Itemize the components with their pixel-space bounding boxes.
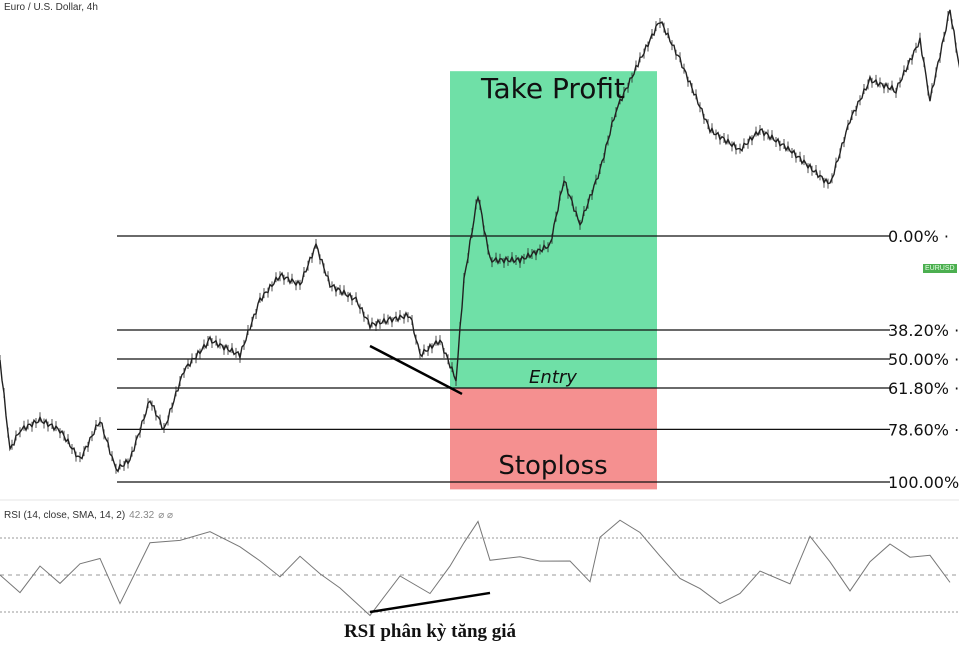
chart-title: Euro / U.S. Dollar, 4h — [4, 2, 98, 13]
rsi-series — [0, 519, 951, 617]
rsi-legend: RSI (14, close, SMA, 14, 2) 42.32 ⌀ ⌀ — [4, 510, 173, 521]
rsi-value: 42.32 — [129, 510, 155, 521]
divergence-label: RSI phân kỳ tăng giá — [344, 621, 517, 642]
rsi-extra: ⌀ ⌀ — [158, 510, 174, 521]
fib-label: 78.60% · — [888, 420, 959, 439]
fib-label: 100.00% · — [888, 473, 959, 492]
rsi-legend-label: RSI (14, close, SMA, 14, 2) — [4, 510, 126, 521]
price-divergence-line — [369, 344, 463, 396]
rsi-divergence-line — [369, 591, 491, 614]
stoploss-label: Stoploss — [498, 451, 607, 481]
take-profit-label: Take Profit — [480, 72, 625, 105]
fib-label: 50.00% · — [888, 350, 959, 369]
fib-label: 0.00% · — [888, 227, 949, 246]
stoploss-zone — [450, 388, 657, 490]
symbol-badge: EURUSD — [923, 264, 957, 273]
entry-label: Entry — [529, 367, 577, 388]
fib-label: 38.20% · — [888, 321, 959, 340]
fib-label: 61.80% · — [888, 379, 959, 398]
